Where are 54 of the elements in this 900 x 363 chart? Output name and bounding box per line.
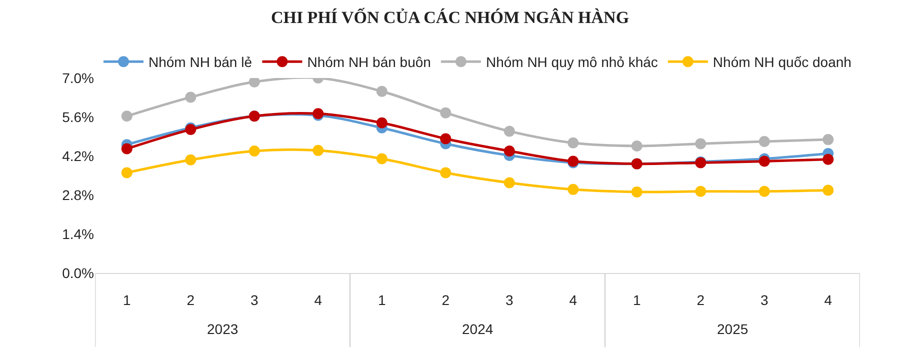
point bbox=[376, 117, 388, 128]
point bbox=[440, 133, 452, 144]
x-tick-label: 2 bbox=[186, 292, 195, 308]
point bbox=[440, 167, 452, 178]
point bbox=[631, 186, 642, 198]
point bbox=[822, 154, 834, 165]
y-tick-label: 5.6% bbox=[62, 108, 94, 125]
legend-label: Nhóm NH bán buôn bbox=[307, 54, 431, 70]
x-tick-label: 3 bbox=[250, 292, 258, 308]
x-tick-label: 1 bbox=[632, 292, 641, 308]
point bbox=[185, 154, 196, 166]
text: 2023 bbox=[207, 321, 238, 337]
legend-label: Nhóm NH quy mô nhỏ khác bbox=[486, 54, 658, 70]
point bbox=[121, 167, 132, 178]
point bbox=[822, 184, 834, 196]
y-tick-label: 4.2% bbox=[62, 148, 94, 164]
y-tick-label: 0.0% bbox=[62, 264, 94, 281]
point bbox=[376, 153, 388, 164]
x-tick-label: 4 bbox=[314, 292, 322, 308]
point bbox=[185, 92, 196, 103]
point bbox=[121, 110, 132, 122]
y-tick-label: 2.8% bbox=[62, 186, 94, 203]
point bbox=[695, 138, 706, 150]
legend-label: Nhóm NH quốc doanh bbox=[712, 54, 852, 70]
x-tick-label: 1 bbox=[378, 292, 386, 308]
x-tick-label: 3 bbox=[505, 292, 514, 308]
y-tick-label: 1.4% bbox=[62, 226, 94, 242]
point bbox=[376, 86, 388, 97]
x-tick-label: 3 bbox=[760, 292, 768, 308]
point bbox=[248, 145, 260, 156]
point bbox=[312, 144, 324, 156]
point bbox=[758, 186, 770, 197]
chart-title: CHI PHÍ VỐN CỦA CÁC NHÓM NGÂN HÀNG bbox=[270, 6, 630, 27]
y-tick-label: 7.0% bbox=[62, 70, 94, 86]
text: 2024 bbox=[462, 321, 494, 337]
point bbox=[504, 177, 515, 188]
x-tick-label: 4 bbox=[824, 292, 832, 308]
point bbox=[121, 143, 132, 154]
point bbox=[504, 145, 515, 156]
point bbox=[568, 137, 579, 148]
x-tick-label: 1 bbox=[122, 292, 131, 308]
x-tick-label: 4 bbox=[569, 292, 578, 308]
text: 2025 bbox=[717, 321, 748, 337]
x-tick-label: 2 bbox=[442, 292, 450, 308]
point bbox=[758, 156, 770, 167]
legend-label: Nhóm NH bán lẻ bbox=[148, 54, 252, 70]
point bbox=[568, 184, 579, 195]
point bbox=[440, 107, 452, 118]
x-tick-label: 2 bbox=[696, 292, 705, 308]
point bbox=[758, 136, 770, 148]
point bbox=[504, 126, 515, 137]
point bbox=[631, 140, 642, 152]
point bbox=[695, 186, 706, 197]
point bbox=[822, 134, 834, 146]
